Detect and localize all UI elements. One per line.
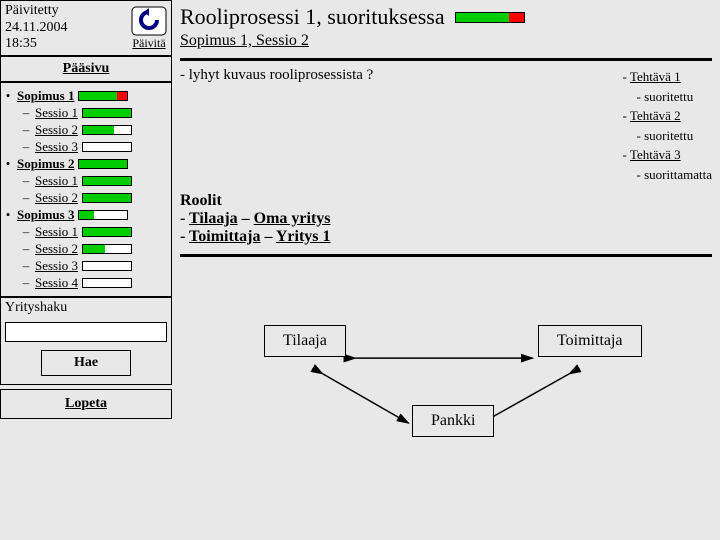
- search-input[interactable]: [5, 322, 167, 342]
- node-tilaaja[interactable]: Tilaaja: [264, 325, 346, 357]
- tree: •Sopimus 1 –Sessio 1 –Sessio 2 –Sessio 3…: [0, 82, 172, 297]
- diagram: Tilaaja Toimittaja Pankki: [180, 263, 712, 536]
- updated-time: 18:35: [5, 36, 131, 53]
- update-box: Päivitetty 24.11.2004 18:35 Päivitä: [0, 0, 172, 56]
- refresh-icon: [131, 6, 167, 36]
- tree-item[interactable]: •Sopimus 2: [3, 156, 169, 172]
- tree-item[interactable]: •Sopimus 1: [3, 88, 169, 104]
- title-progress: [455, 12, 525, 23]
- tree-subitem[interactable]: –Sessio 4: [3, 275, 169, 291]
- task-note: - suorittamatta: [623, 165, 712, 185]
- tree-subitem[interactable]: –Sessio 2: [3, 122, 169, 138]
- refresh-button[interactable]: Päivitä: [131, 6, 167, 51]
- search-button[interactable]: Hae: [41, 350, 131, 376]
- page-title: Rooliprosessi 1, suorituksessa: [180, 4, 445, 30]
- updated-label: Päivitetty: [5, 3, 131, 20]
- search-label: Yrityshaku: [1, 298, 171, 318]
- task-note: - suoritettu: [623, 87, 712, 107]
- roles-block: Roolit- Tilaaja – Oma yritys- Toimittaja…: [180, 192, 712, 246]
- node-toimittaja[interactable]: Toimittaja: [538, 325, 642, 357]
- node-pankki[interactable]: Pankki: [412, 405, 494, 437]
- task-item[interactable]: - Tehtävä 3: [623, 145, 712, 165]
- tree-subitem[interactable]: –Sessio 1: [3, 224, 169, 240]
- tree-subitem[interactable]: –Sessio 3: [3, 139, 169, 155]
- quit-button[interactable]: Lopeta: [0, 389, 172, 419]
- tree-subitem[interactable]: –Sessio 3: [3, 258, 169, 274]
- updated-date: 24.11.2004: [5, 20, 131, 37]
- tree-subitem[interactable]: –Sessio 2: [3, 241, 169, 257]
- task-note: - suoritettu: [623, 126, 712, 146]
- tree-subitem[interactable]: –Sessio 1: [3, 173, 169, 189]
- mainmenu-link[interactable]: Pääsivu: [0, 56, 172, 82]
- breadcrumb: Sopimus 1, Sessio 2: [180, 32, 712, 50]
- search-box: Yrityshaku Hae: [0, 297, 172, 385]
- tree-subitem[interactable]: –Sessio 2: [3, 190, 169, 206]
- task-item[interactable]: - Tehtävä 1: [623, 67, 712, 87]
- tree-subitem[interactable]: –Sessio 1: [3, 105, 169, 121]
- task-list: - Tehtävä 1- suoritettu- Tehtävä 2- suor…: [623, 67, 712, 184]
- task-item[interactable]: - Tehtävä 2: [623, 106, 712, 126]
- description: - lyhyt kuvaus rooliprosessista ?: [180, 67, 373, 184]
- tree-item[interactable]: •Sopimus 3: [3, 207, 169, 223]
